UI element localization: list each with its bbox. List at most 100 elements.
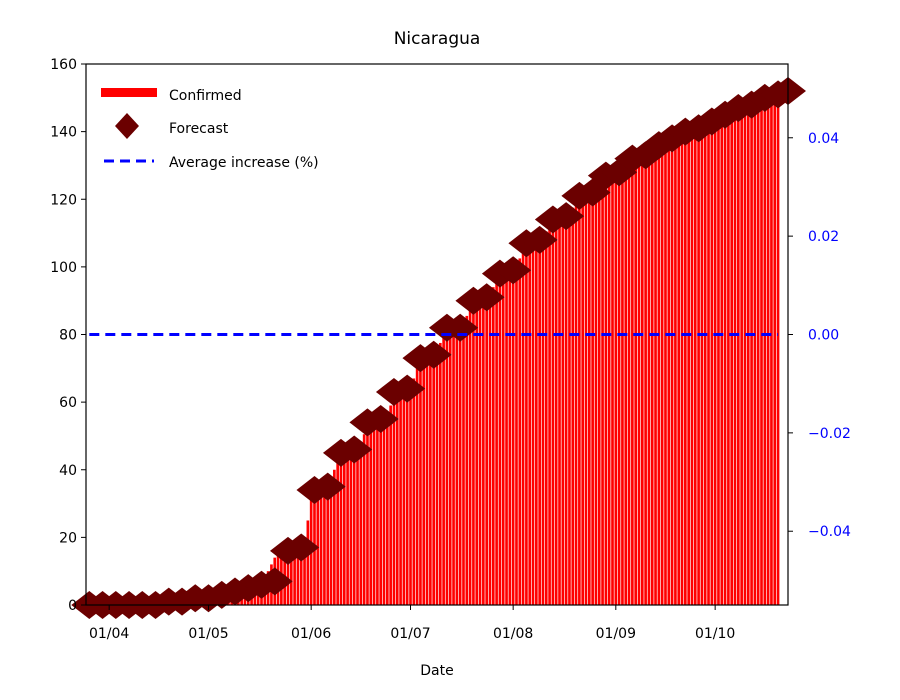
confirmed-bar <box>703 124 707 606</box>
confirmed-bar <box>501 275 505 605</box>
confirmed-bar <box>468 309 472 605</box>
y-tick-label: 120 <box>50 192 77 208</box>
confirmed-bar <box>700 126 704 606</box>
confirmed-bar <box>697 128 700 606</box>
confirmed-bar <box>773 91 777 605</box>
confirmed-bar <box>766 93 770 605</box>
confirmed-bar <box>644 155 647 606</box>
confirmed-bar <box>680 133 684 605</box>
confirmed-bar <box>607 177 611 605</box>
confirmed-bar <box>415 368 419 605</box>
confirmed-bar <box>329 478 333 605</box>
confirmed-bar <box>349 450 353 605</box>
confirmed-bar <box>604 178 608 605</box>
confirmed-bar <box>306 520 310 605</box>
confirmed-bar <box>402 390 406 605</box>
forecast-marker <box>415 340 452 369</box>
confirmed-bar <box>687 130 690 605</box>
confirmed-bar <box>485 297 488 605</box>
y-tick-label: 40 <box>59 463 77 479</box>
confirmed-bar <box>475 302 479 605</box>
confirmed-bar <box>372 419 376 605</box>
forecast-marker <box>256 567 293 596</box>
confirmed-bar <box>336 461 339 605</box>
confirmed-bar <box>525 246 528 605</box>
confirmed-bar <box>684 131 687 606</box>
y-tick-label: 140 <box>50 125 77 141</box>
confirmed-bar <box>548 227 551 605</box>
legend-average-label: Average increase (%) <box>169 155 319 171</box>
confirmed-bar <box>289 549 293 605</box>
confirmed-bar <box>727 113 730 605</box>
confirmed-bar <box>462 321 465 605</box>
confirmed-bar <box>544 231 548 605</box>
confirmed-bar <box>452 329 455 605</box>
x-tick-label: 01/06 <box>291 626 331 642</box>
forecast-markers <box>71 77 806 619</box>
confirmed-bar <box>581 197 585 605</box>
forecast-marker <box>468 283 505 312</box>
confirmed-bar <box>528 244 532 605</box>
confirmed-bar <box>495 282 498 605</box>
confirmed-bar <box>382 419 386 605</box>
confirmed-bar <box>386 412 389 605</box>
confirmed-bar <box>574 203 578 606</box>
plot-frame <box>85 63 789 606</box>
confirmed-bar <box>389 405 392 605</box>
confirmed-bar <box>617 172 621 605</box>
x-tick-label: 01/10 <box>695 626 735 642</box>
confirmed-bar <box>660 143 664 605</box>
confirmed-bar <box>654 147 657 605</box>
confirmed-bar <box>763 94 767 606</box>
y-tick-label: 160 <box>50 57 77 73</box>
confirmed-bar <box>326 486 330 605</box>
confirmed-bar <box>323 488 326 605</box>
confirmed-bar <box>541 235 545 605</box>
x-axis: 01/04 01/05 01/06 01/07 01/08 01/09 01/10 <box>89 605 735 642</box>
confirmed-bar <box>379 419 383 605</box>
forecast-marker <box>283 533 320 562</box>
confirmed-bar <box>366 426 369 605</box>
confirmed-bar <box>299 547 303 605</box>
x-axis-label: Date <box>420 663 453 679</box>
legend-confirmed-label: Confirmed <box>169 88 242 104</box>
y2-tick-label: −0.04 <box>808 524 851 540</box>
right-y-axis: 0.04 0.02 0.00 −0.02 −0.04 <box>788 131 851 540</box>
confirmed-bar <box>293 548 296 605</box>
x-tick-label: 01/04 <box>89 626 129 642</box>
y-tick-label: 60 <box>59 395 77 411</box>
confirmed-bar <box>405 389 409 605</box>
confirmed-bar <box>432 354 436 605</box>
confirmed-bar <box>601 182 604 605</box>
confirmed-bar <box>584 195 588 605</box>
confirmed-bar <box>571 207 575 605</box>
chart-title: Nicaragua <box>394 29 481 49</box>
confirmed-bar <box>362 434 366 605</box>
confirmed-bar <box>640 156 644 606</box>
confirmed-bar <box>670 138 674 605</box>
confirmed-bar <box>554 221 558 606</box>
forecast-marker <box>548 202 585 231</box>
left-y-axis: 0 20 40 60 80 100 120 140 160 <box>50 57 86 614</box>
confirmed-bar <box>419 358 422 605</box>
confirmed-bar <box>445 331 449 605</box>
confirmed-bar <box>515 264 518 605</box>
confirmed-bar <box>657 145 661 605</box>
y2-tick-label: 0.04 <box>808 131 839 147</box>
forecast-marker <box>309 472 346 501</box>
x-tick-label: 01/08 <box>493 626 533 642</box>
confirmed-bar <box>558 219 561 606</box>
confirmed-bar <box>491 287 495 605</box>
confirmed-bar <box>535 241 538 605</box>
confirmed-bar <box>594 189 598 606</box>
confirmed-bar <box>650 150 654 605</box>
confirmed-bar <box>369 419 373 605</box>
confirmed-bar <box>760 96 763 606</box>
confirmed-bar <box>631 162 634 605</box>
confirmed-bar <box>359 441 363 605</box>
confirmed-bar <box>518 258 522 605</box>
confirmed-bar <box>399 391 402 605</box>
y2-tick-label: 0.00 <box>808 328 839 344</box>
confirmed-bar <box>713 119 717 605</box>
